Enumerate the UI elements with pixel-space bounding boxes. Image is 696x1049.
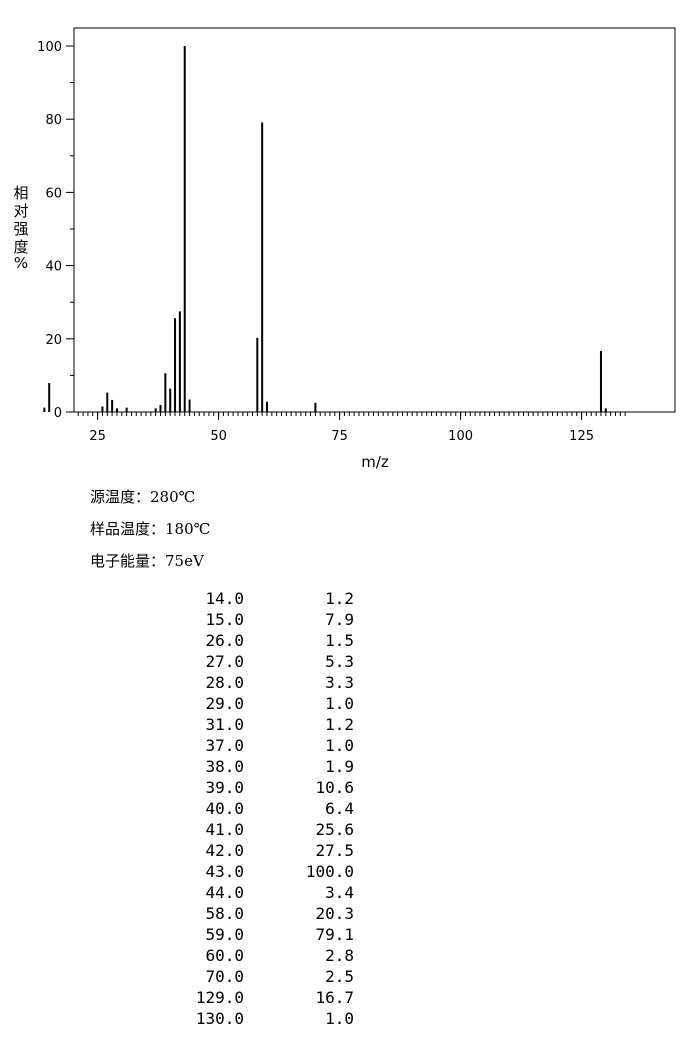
source-temperature: 源温度：280℃: [90, 488, 196, 506]
peak-intensity: 3.3: [325, 673, 354, 692]
peak-intensity: 1.0: [325, 736, 354, 755]
peak-row: 31.0 1.2: [180, 714, 354, 735]
peak-mz: 26.0: [205, 631, 244, 650]
y-axis-label-char-1: 相: [13, 184, 28, 202]
peak-row: 43.0 100.0: [180, 861, 354, 882]
peak-intensity: 2.8: [325, 946, 354, 965]
peak-intensity: 100.0: [305, 862, 354, 881]
peak-row: 28.0 3.3: [180, 672, 354, 693]
peak-mz: 60.0: [205, 946, 244, 965]
plot-frame: [73, 27, 676, 413]
peak-mz: 58.0: [205, 904, 244, 923]
peak-row: 37.0 1.0: [180, 735, 354, 756]
peak-intensity: 20.3: [315, 904, 354, 923]
peak-row: 40.0 6.4: [180, 798, 354, 819]
peak-intensity: 5.3: [325, 652, 354, 671]
peak-mz: 70.0: [205, 967, 244, 986]
peak-intensity: 79.1: [315, 925, 354, 944]
peak-intensity: 2.5: [325, 967, 354, 986]
y-tick-label: 80: [45, 113, 62, 128]
x-tick-label: 25: [89, 429, 106, 444]
x-tick-label: 75: [331, 429, 348, 444]
peak-mz: 15.0: [205, 610, 244, 629]
y-ticks: 0 20 40 60 80 100: [37, 40, 74, 421]
spectrum-bars: [43, 46, 607, 412]
y-axis-label-char-5: %: [14, 254, 28, 272]
peak-intensity: 10.6: [315, 778, 354, 797]
y-axis-label: 相 对 强 度 %: [13, 184, 28, 272]
x-axis-label: m/z: [361, 453, 389, 471]
peak-intensity: 1.9: [325, 757, 354, 776]
peak-mz: 42.0: [205, 841, 244, 860]
x-tick-label: 100: [448, 429, 473, 444]
peak-row: 38.0 1.9: [180, 756, 354, 777]
peak-mz: 129.0: [195, 988, 244, 1007]
y-tick-label: 60: [45, 186, 62, 201]
peak-intensity: 1.2: [325, 589, 354, 608]
peak-mz: 130.0: [195, 1009, 244, 1028]
peak-intensity: 1.0: [325, 694, 354, 713]
y-axis-label-char-2: 对: [13, 202, 28, 220]
peak-row: 27.0 5.3: [180, 651, 354, 672]
sample-temperature: 样品温度：180℃: [90, 520, 211, 538]
peak-intensity: 25.6: [315, 820, 354, 839]
electron-energy: 电子能量：75eV: [90, 552, 204, 570]
peak-intensity: 1.2: [325, 715, 354, 734]
mass-spectrum-chart: 25 50 75 100 125 0 20 40 60 80 100 m/z 相 对 强 度 %: [13, 27, 676, 471]
x-tick-label: 50: [210, 429, 227, 444]
y-axis-label-char-3: 强: [13, 220, 28, 238]
peak-row: 14.0 1.2: [180, 588, 354, 609]
peak-mz: 40.0: [205, 799, 244, 818]
peak-row: 129.0 16.7: [180, 987, 354, 1008]
peak-mz: 44.0: [205, 883, 244, 902]
peak-row: 42.0 27.5: [180, 840, 354, 861]
peak-row: 58.0 20.3: [180, 903, 354, 924]
peak-row: 44.0 3.4: [180, 882, 354, 903]
peak-row: 29.0 1.0: [180, 693, 354, 714]
peak-row: 39.0 10.6: [180, 777, 354, 798]
peak-mz: 38.0: [205, 757, 244, 776]
peak-mz: 31.0: [205, 715, 244, 734]
peak-table: 14.0 1.2 15.0 7.9 26.0 1.5 27.0 5.3 28.0 3.3 29.0 1…: [180, 588, 354, 1029]
x-major-ticks: 25 50 75 100 125: [89, 412, 594, 444]
y-tick-label: 0: [54, 406, 62, 421]
peak-mz: 28.0: [205, 673, 244, 692]
x-tick-label: 125: [569, 429, 594, 444]
peak-mz: 29.0: [205, 694, 244, 713]
peak-mz: 43.0: [205, 862, 244, 881]
peak-row: 59.0 79.1: [180, 924, 354, 945]
peak-intensity: 7.9: [325, 610, 354, 629]
x-minor-ticks: [77, 412, 626, 416]
peak-row: 15.0 7.9: [180, 609, 354, 630]
peak-mz: 39.0: [205, 778, 244, 797]
peak-row: 60.0 2.8: [180, 945, 354, 966]
peak-row: 130.0 1.0: [180, 1008, 354, 1029]
peak-row: 26.0 1.5: [180, 630, 354, 651]
peak-row: 41.0 25.6: [180, 819, 354, 840]
y-tick-label: 20: [45, 333, 62, 348]
peak-intensity: 1.0: [325, 1009, 354, 1028]
peak-mz: 41.0: [205, 820, 244, 839]
y-tick-label: 40: [45, 260, 62, 275]
peak-row: 70.0 2.5: [180, 966, 354, 987]
y-axis-label-char-4: 度: [13, 238, 28, 256]
peak-intensity: 16.7: [315, 988, 354, 1007]
peak-intensity: 3.4: [325, 883, 354, 902]
peak-intensity: 27.5: [315, 841, 354, 860]
peak-mz: 27.0: [205, 652, 244, 671]
peak-intensity: 6.4: [325, 799, 354, 818]
y-tick-label: 100: [37, 40, 62, 55]
peak-mz: 59.0: [205, 925, 244, 944]
peak-mz: 14.0: [205, 589, 244, 608]
peak-intensity: 1.5: [325, 631, 354, 650]
peak-mz: 37.0: [205, 736, 244, 755]
